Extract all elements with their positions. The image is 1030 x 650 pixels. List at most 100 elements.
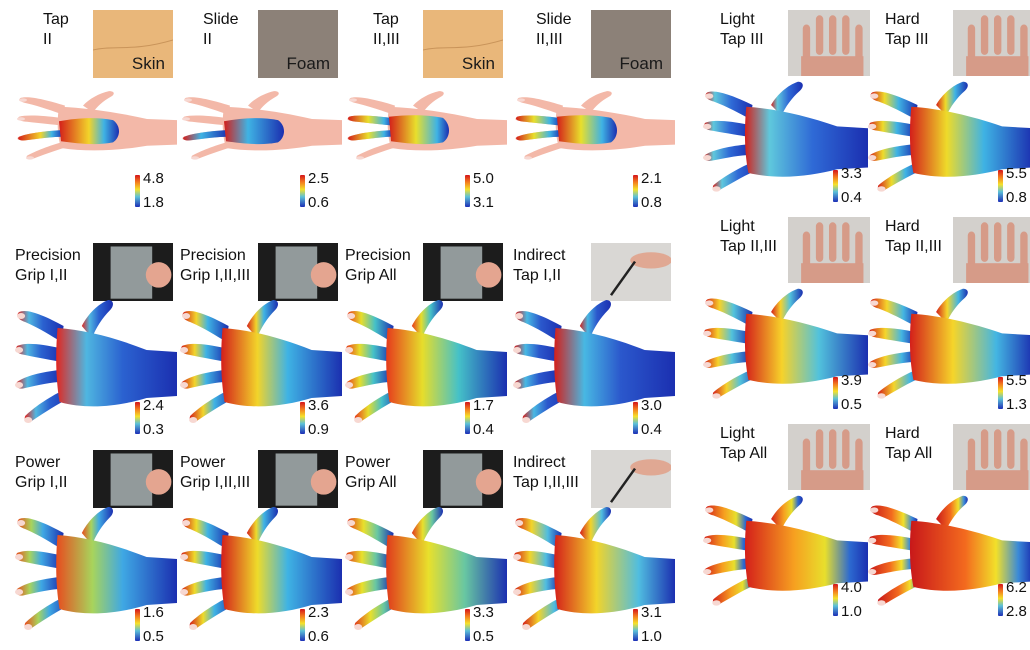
fingernail (705, 93, 714, 99)
panel-label-line1: Hard (885, 218, 920, 235)
fingernail (182, 520, 191, 526)
scale-max-value: 4.8 (143, 170, 164, 187)
stylus (609, 467, 637, 503)
fingernail (877, 393, 886, 399)
photo-finger (842, 429, 850, 469)
hand-finger (869, 534, 916, 552)
hand-finger (514, 577, 560, 596)
photo-finger (815, 429, 824, 469)
color-scale-bar (465, 609, 470, 641)
glass-cup (110, 453, 153, 506)
scale-min-value: 0.4 (841, 189, 862, 206)
hand-palm (744, 313, 868, 384)
panel-label: Light Tap III (720, 10, 764, 50)
fingernail (522, 417, 531, 423)
hand-heatmap (180, 300, 342, 423)
scale-max-value: 3.9 (841, 372, 862, 389)
fingernail (870, 93, 879, 99)
reference-photo-image (93, 243, 173, 301)
hand-finger (869, 120, 916, 138)
fingernail (15, 382, 24, 388)
scale-max-value: 4.0 (841, 579, 862, 596)
panel-label-line2: Grip I,II (15, 474, 68, 491)
photo-hand-back (801, 56, 864, 76)
scale-min-value: 0.9 (308, 421, 329, 438)
panel-label: Hard Tap All (885, 424, 932, 464)
fingernail (189, 624, 198, 630)
heatmap-panel: Precision Grip I,II 2.4 0.3 (15, 243, 180, 448)
hand-finger (705, 91, 753, 120)
fingernail (19, 98, 27, 102)
hand-heatmap (868, 495, 1030, 606)
fingernail (524, 156, 532, 160)
fingernail (703, 330, 712, 337)
panel-label-line2: Tap All (720, 445, 768, 462)
hand-finger (346, 343, 392, 362)
heat-region (348, 130, 393, 141)
heatmap-panel: Power Grip I,II 1.6 0.5 (15, 450, 180, 650)
fingernail (868, 155, 877, 161)
panel-label: Precision Grip I,II (15, 246, 81, 286)
hand-finger (248, 91, 279, 113)
hand-finger (877, 162, 924, 191)
scale-min-value: 0.4 (641, 421, 662, 438)
hand-finger (17, 517, 64, 549)
stylus-photo-bg (591, 450, 671, 508)
panel-label-line2: Tap III (885, 31, 929, 48)
reference-photo-image (258, 450, 338, 508)
color-scale-bar (833, 584, 838, 616)
hand-finger (349, 97, 395, 115)
fingernail (870, 507, 879, 513)
panel-label: Slide II,III (536, 10, 572, 50)
scale-max-value: 3.6 (308, 397, 329, 414)
panel-label: Power Grip I,II (15, 453, 67, 493)
hand-palm (909, 520, 1030, 591)
reference-photo-image (591, 10, 671, 78)
hand-palm (56, 535, 177, 614)
scale-max-value: 3.3 (473, 604, 494, 621)
panel-label-line1: Power (180, 454, 226, 471)
hand-finger (246, 300, 278, 338)
panel-label: Hard Tap III (885, 10, 929, 50)
photo-finger (1007, 222, 1015, 262)
reference-photo (591, 450, 671, 508)
fingernail (345, 589, 354, 595)
heat-region (183, 130, 228, 141)
hand-finger (181, 577, 227, 596)
reference-photo (93, 243, 173, 301)
reference-photo (93, 450, 173, 508)
panel-label-line1: Slide (203, 11, 239, 28)
scale-min-value: 0.8 (1006, 189, 1027, 206)
hand-finger (246, 507, 278, 545)
hand-finger (936, 495, 968, 530)
hand-finger (81, 300, 113, 338)
fingernail (877, 600, 886, 606)
hand-heatmap (347, 91, 507, 160)
reference-photo-image (258, 10, 338, 78)
photo-finger (829, 429, 837, 469)
fingernail (189, 417, 198, 423)
fingernail (705, 507, 714, 513)
fingernail (180, 589, 189, 595)
hand-finger (354, 597, 400, 630)
scale-min-value: 0.5 (143, 628, 164, 645)
hand-finger (712, 576, 759, 605)
hand-finger (16, 550, 62, 569)
hand-finger (413, 91, 444, 113)
fingernail (349, 98, 357, 102)
heatmap-panel: Light Tap III 3.3 0.4 (703, 8, 873, 213)
hand-finger (712, 369, 759, 398)
heatmap-panel: Power Grip All 3.3 0.5 (345, 450, 510, 650)
panel-label-line2: II (43, 31, 52, 48)
color-scale-bar (833, 377, 838, 409)
hand-heatmap (513, 300, 675, 423)
reference-photo-image (953, 217, 1030, 283)
hand-finger (17, 310, 64, 342)
panel-label-line2: Grip All (345, 267, 397, 284)
reference-photo-image (953, 10, 1030, 76)
holding-hand (630, 252, 671, 269)
hand-finger (16, 370, 62, 389)
gripping-hand (475, 469, 502, 495)
hand-finger (16, 343, 62, 362)
hand-finger (869, 351, 916, 368)
